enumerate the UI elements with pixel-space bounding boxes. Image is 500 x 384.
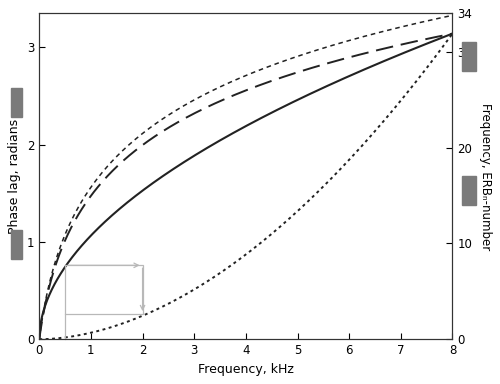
Bar [65, 265, 142, 314]
Y-axis label: Frequency, ERBₙ-number: Frequency, ERBₙ-number [478, 103, 492, 250]
Bar [462, 176, 476, 205]
Bar [11, 230, 22, 260]
X-axis label: Frequency, kHz: Frequency, kHz [198, 362, 294, 376]
Y-axis label: Phase lag, radians: Phase lag, radians [8, 119, 22, 234]
Bar [11, 88, 22, 118]
Bar [462, 42, 476, 71]
